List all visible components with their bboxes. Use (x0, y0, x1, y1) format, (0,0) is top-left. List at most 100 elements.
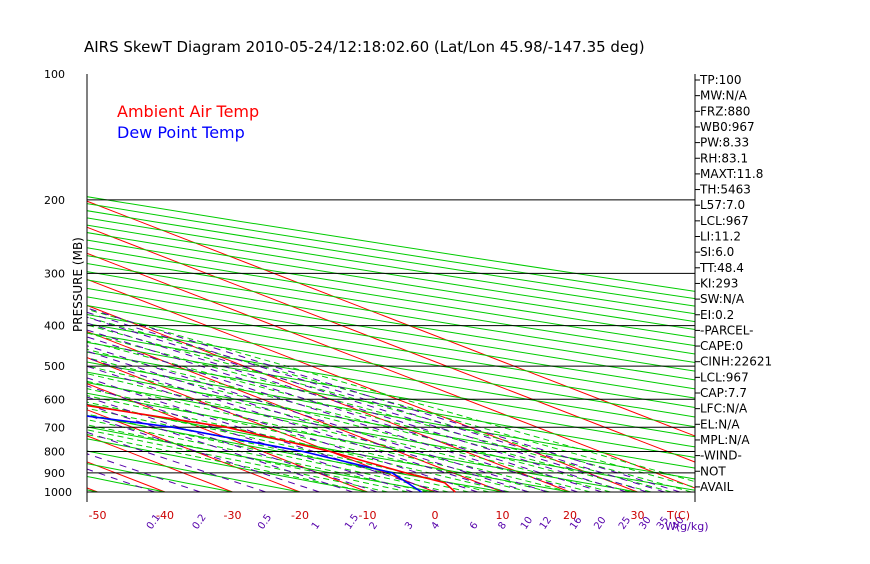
dry-adiabat-line (87, 426, 436, 493)
dry-adiabat-line (87, 450, 301, 493)
mixing-ratio-line (87, 307, 681, 493)
mixing-ratio-tick-label: 0.5 (256, 512, 274, 531)
moist-adiabat-line (87, 424, 409, 493)
pressure-tick-label: 600 (44, 393, 65, 406)
chart-title: AIRS SkewT Diagram 2010-05-24/12:18:02.6… (84, 38, 645, 56)
isotherm-line (87, 357, 436, 493)
dry-adiabat-line (87, 392, 638, 493)
pressure-tick-label: 100 (44, 68, 65, 81)
mixing-ratio-tick-label: 20 (592, 515, 608, 532)
index-label: L57:7.0 (700, 198, 745, 212)
pressure-tick-label: 400 (44, 320, 65, 333)
dewpoint-temp-line (87, 415, 422, 493)
dry-adiabat-line (87, 224, 695, 323)
index-label: CINH:22621 (700, 355, 772, 369)
mixing-ratio-unit-label: W(g/kg) (665, 520, 709, 533)
index-label: EL:N/A (700, 417, 740, 431)
bottom-temp-tick-label: 0 (432, 509, 439, 522)
index-label: LCL:967 (700, 370, 749, 384)
index-label: RH:83.1 (700, 151, 748, 165)
legend-dewpoint: Dew Point Temp (117, 123, 245, 142)
pressure-tick-label: 500 (44, 360, 65, 373)
index-label: -PARCEL- (700, 323, 754, 337)
y-axis-label: PRESSURE (MB) (71, 237, 85, 332)
bottom-temp-tick-label: -30 (224, 509, 242, 522)
index-label: WB0:967 (700, 120, 755, 134)
mixing-ratio-line (87, 322, 627, 493)
isotherm-line (87, 383, 368, 493)
moist-adiabat-line (87, 419, 429, 493)
dry-adiabat-line (87, 323, 695, 428)
dry-adiabat-line (87, 371, 695, 480)
bottom-temp-tick-label: -10 (359, 509, 377, 522)
moist-adiabat-line (87, 365, 591, 493)
legend-ambient: Ambient Air Temp (117, 102, 259, 121)
dry-adiabat-line (87, 210, 695, 307)
pressure-tick-label: 200 (44, 194, 65, 207)
mixing-ratio-tick-label: 4 (430, 520, 443, 532)
dry-adiabat-line (87, 382, 695, 491)
index-label: SI:6.0 (700, 245, 734, 259)
mixing-ratio-line (87, 329, 603, 493)
dry-adiabat-line (87, 332, 695, 438)
isotherm-line (87, 304, 571, 493)
pressure-tick-label: 300 (44, 267, 65, 280)
index-label: MPL:N/A (700, 433, 750, 447)
index-label: CAP:7.7 (700, 386, 747, 400)
index-label: LFC:N/A (700, 402, 748, 416)
mixing-ratio-line (87, 404, 353, 493)
mixing-ratio-line (87, 385, 413, 493)
dry-adiabat-line (87, 203, 695, 300)
index-label: MW:N/A (700, 89, 748, 103)
index-label: TP:100 (699, 73, 742, 87)
dry-adiabat-line (87, 438, 368, 493)
mixing-ratio-line (87, 311, 665, 493)
bottom-temp-tick-label: 10 (496, 509, 510, 522)
dry-adiabat-line (87, 217, 695, 315)
index-label: NOT (700, 464, 726, 478)
x-unit-label: T(C) (666, 509, 690, 522)
mixing-ratio-tick-label: 12 (538, 515, 554, 532)
dry-adiabat-line (87, 287, 695, 390)
isotherm-line (87, 252, 695, 489)
dry-adiabat-line (87, 403, 571, 493)
pressure-tick-label: 800 (44, 445, 65, 458)
dry-adiabat-line (87, 296, 695, 399)
isotherm-line (0, 74, 30, 492)
dry-adiabat-line (87, 239, 695, 339)
pressure-tick-label: 700 (44, 421, 65, 434)
bottom-temp-tick-label: -40 (156, 509, 174, 522)
dry-adiabat-line (87, 361, 695, 469)
index-label: FRZ:880 (700, 104, 750, 118)
index-label: TH:5463 (699, 183, 751, 197)
mixing-ratio-tick-label: 0.2 (191, 512, 209, 531)
isotherm-line (87, 330, 503, 493)
moist-adiabat-line (87, 357, 611, 493)
mixing-ratio-line (87, 468, 155, 493)
index-label: LI:11.2 (700, 230, 741, 244)
isotherm-line (87, 278, 638, 493)
mixing-ratio-tick-label: 2 (368, 520, 381, 532)
index-label: AVAIL (700, 480, 734, 494)
bottom-temp-tick-label: -50 (89, 509, 107, 522)
dry-adiabat-line (87, 341, 695, 448)
mixing-ratio-line (87, 431, 266, 493)
index-label: EI:0.2 (700, 308, 734, 322)
index-label: LCL:967 (700, 214, 749, 228)
moist-adiabat-line (87, 401, 490, 493)
dry-adiabat-line (87, 313, 695, 418)
pressure-tick-label: 900 (44, 467, 65, 480)
mixing-ratio-line (87, 414, 320, 493)
index-label: MAXT:11.8 (700, 167, 763, 181)
mixing-ratio-line (87, 336, 578, 493)
bottom-temp-tick-label: -20 (291, 509, 309, 522)
index-label: PW:8.33 (700, 136, 749, 150)
index-label: CAPE:0 (700, 339, 743, 353)
mixing-ratio-line (87, 453, 201, 493)
mixing-ratio-tick-label: 8 (496, 520, 509, 532)
isotherm-line (87, 226, 695, 463)
index-label: TT:48.4 (699, 261, 744, 275)
dry-adiabat-line (87, 351, 695, 458)
